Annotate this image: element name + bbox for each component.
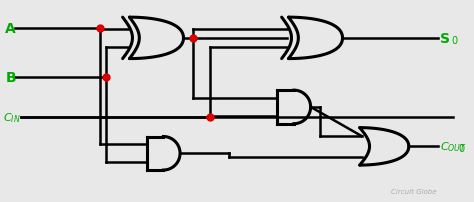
Text: Circuit Globe: Circuit Globe xyxy=(391,188,437,194)
Text: A: A xyxy=(5,22,16,36)
Text: $C_{OUT}$: $C_{OUT}$ xyxy=(440,140,467,154)
Text: 0: 0 xyxy=(459,144,465,154)
Text: 0: 0 xyxy=(451,36,457,46)
Text: $C_{IN}$: $C_{IN}$ xyxy=(3,110,21,124)
Text: S: S xyxy=(440,32,450,46)
Text: B: B xyxy=(5,71,16,85)
